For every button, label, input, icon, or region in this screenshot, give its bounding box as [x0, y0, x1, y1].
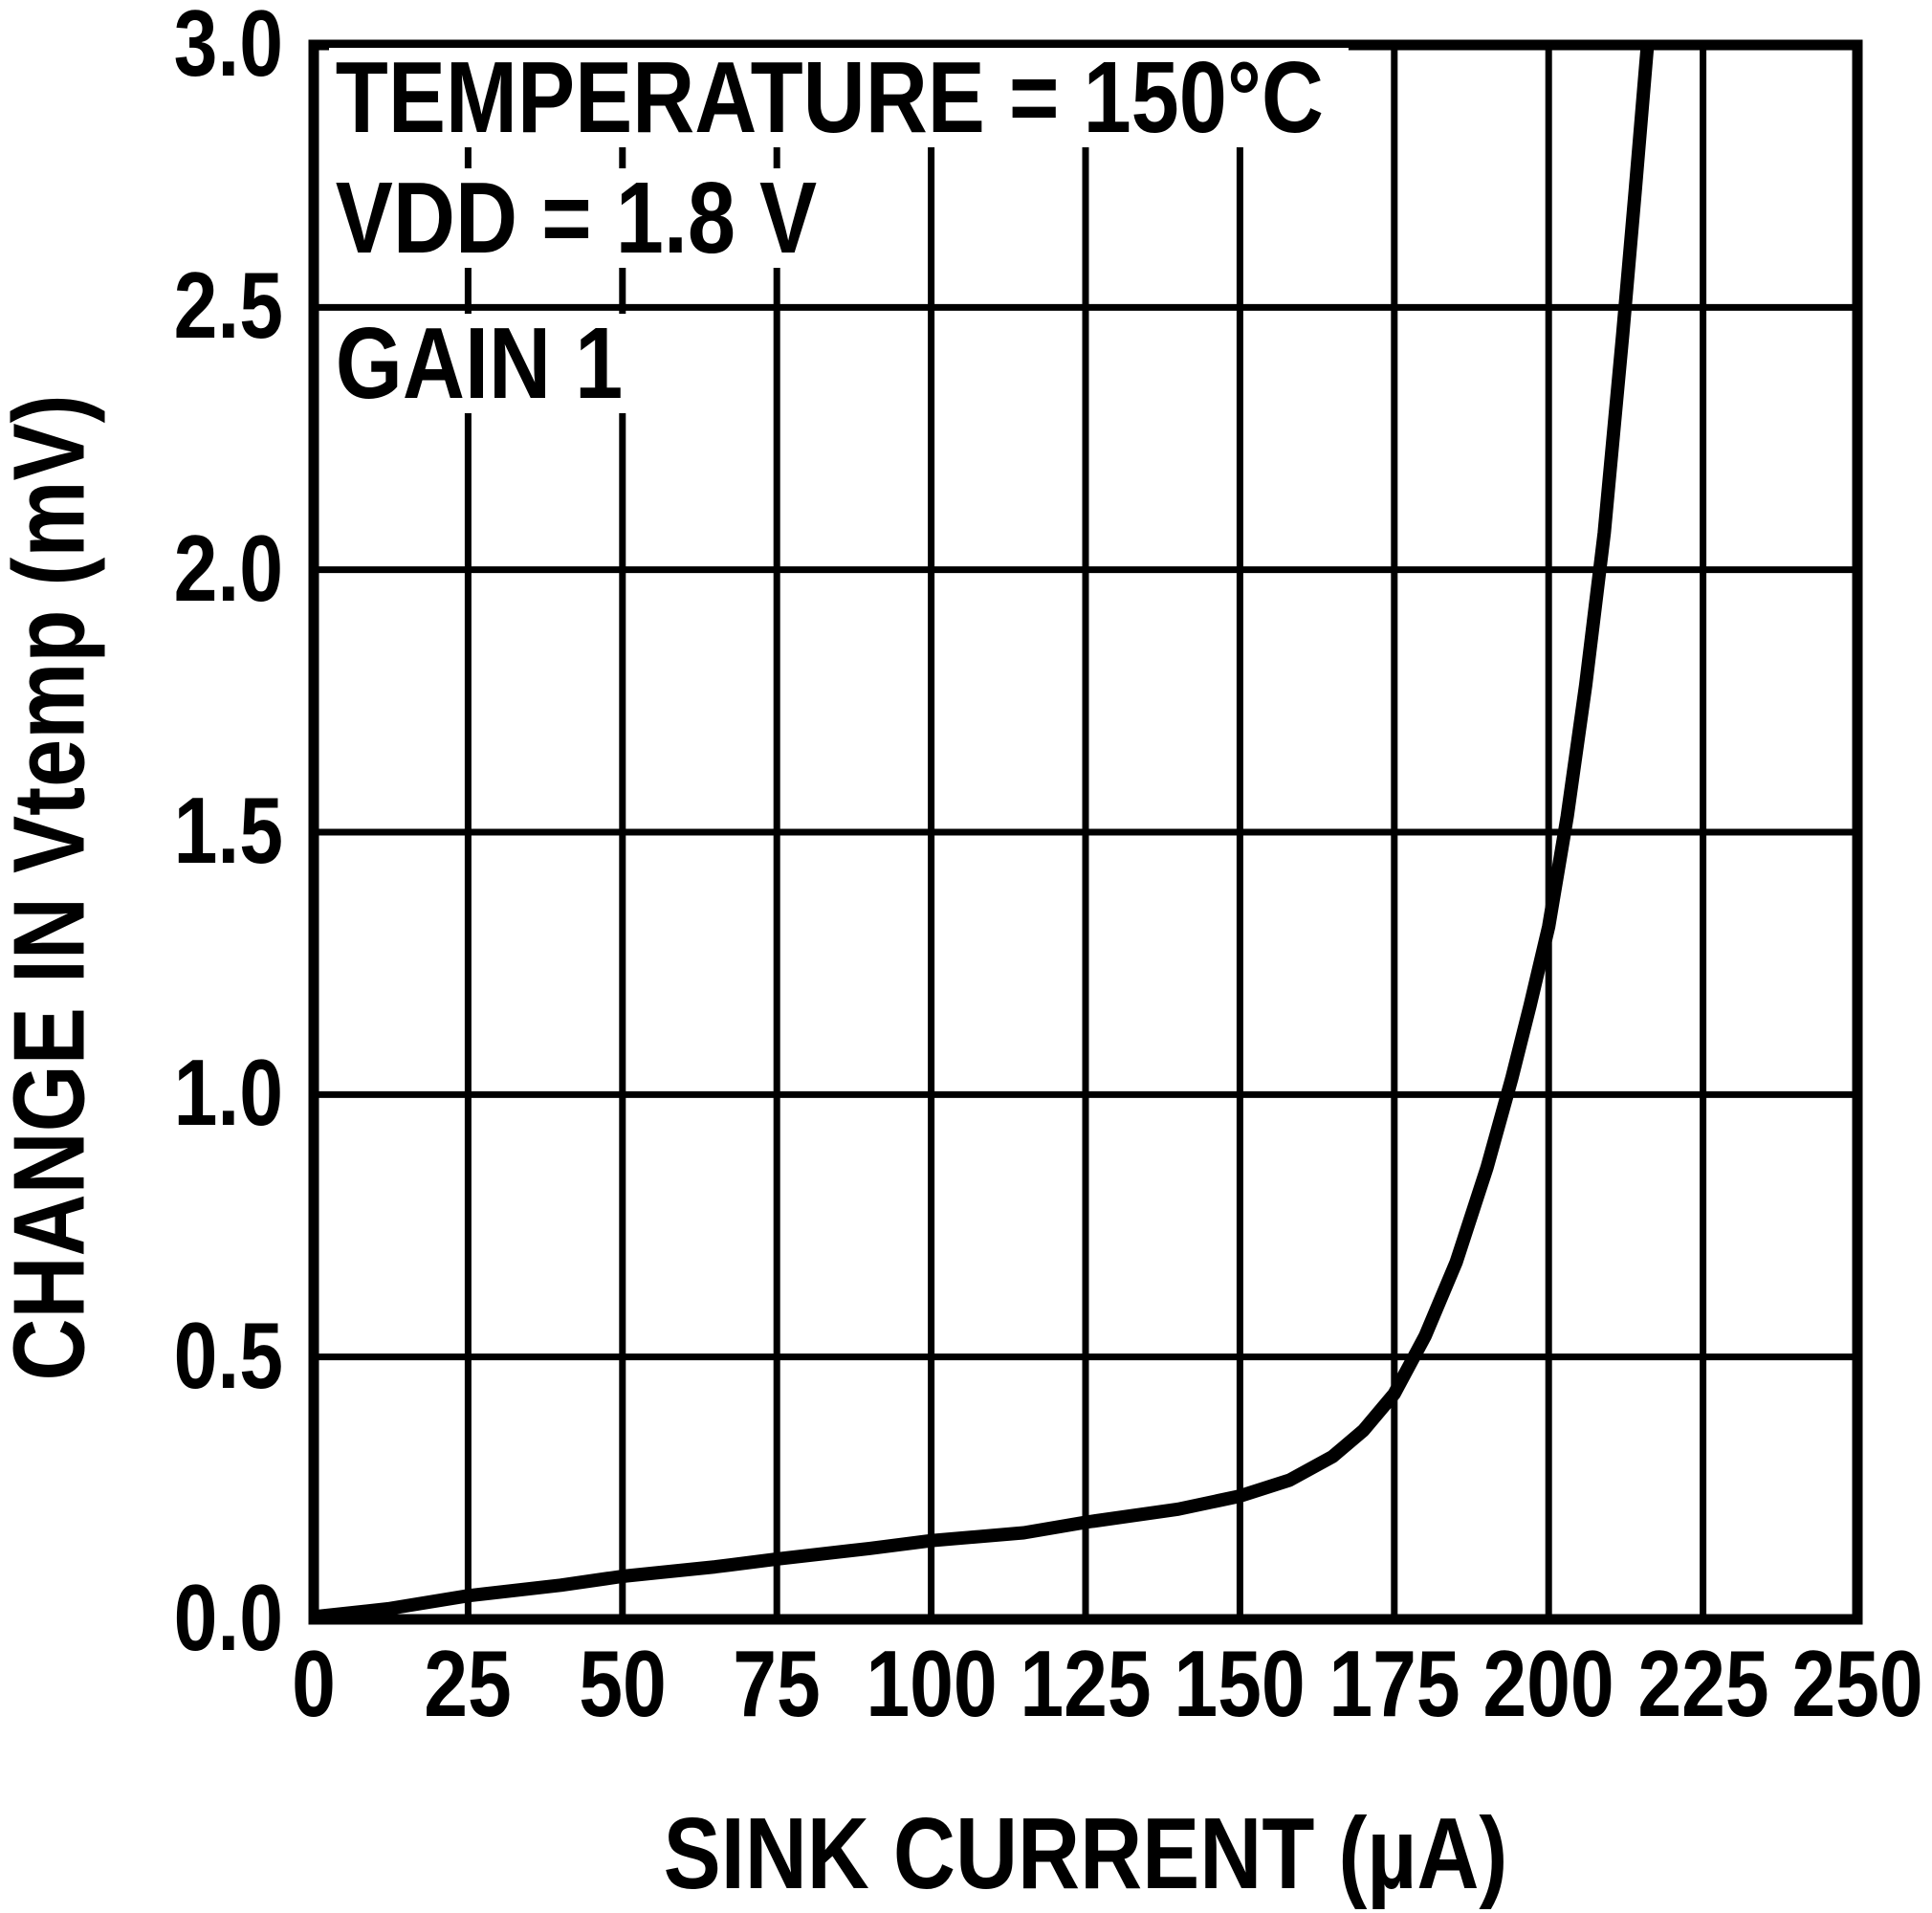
x-tick-label: 200	[1482, 1631, 1614, 1736]
x-tick-label: 25	[424, 1631, 513, 1736]
x-tick-label: 175	[1328, 1631, 1460, 1736]
x-tick-label: 75	[733, 1631, 821, 1736]
x-tick-label: 125	[1020, 1631, 1152, 1736]
y-tick-label: 1.5	[173, 778, 283, 883]
annotation-vdd: VDD = 1.8 V	[329, 167, 842, 269]
annotation-temperature: TEMPERATURE = 150°C	[329, 47, 1349, 148]
x-tick-label: 100	[865, 1631, 998, 1736]
y-tick-label: 0.0	[173, 1565, 283, 1670]
data-curve	[308, 39, 1656, 1624]
x-tick-label: 0	[292, 1631, 336, 1736]
y-tick-label: 0.5	[173, 1302, 283, 1408]
plot-border	[308, 39, 1863, 1625]
annotation-gain: GAIN 1	[329, 313, 648, 414]
y-tick-label: 3.0	[173, 0, 283, 96]
y-axis-title: CHANGE IN Vtemp (mV)	[0, 394, 106, 1381]
x-tick-label: 50	[579, 1631, 667, 1736]
y-tick-label: 1.0	[173, 1040, 283, 1146]
y-tick-label: 2.0	[173, 515, 283, 621]
x-tick-label: 250	[1791, 1631, 1923, 1736]
x-axis-title: SINK CURRENT (µA)	[663, 1797, 1508, 1910]
x-tick-label: 225	[1636, 1631, 1769, 1736]
y-tick-label: 2.5	[173, 253, 283, 359]
x-tick-label: 150	[1174, 1631, 1306, 1736]
